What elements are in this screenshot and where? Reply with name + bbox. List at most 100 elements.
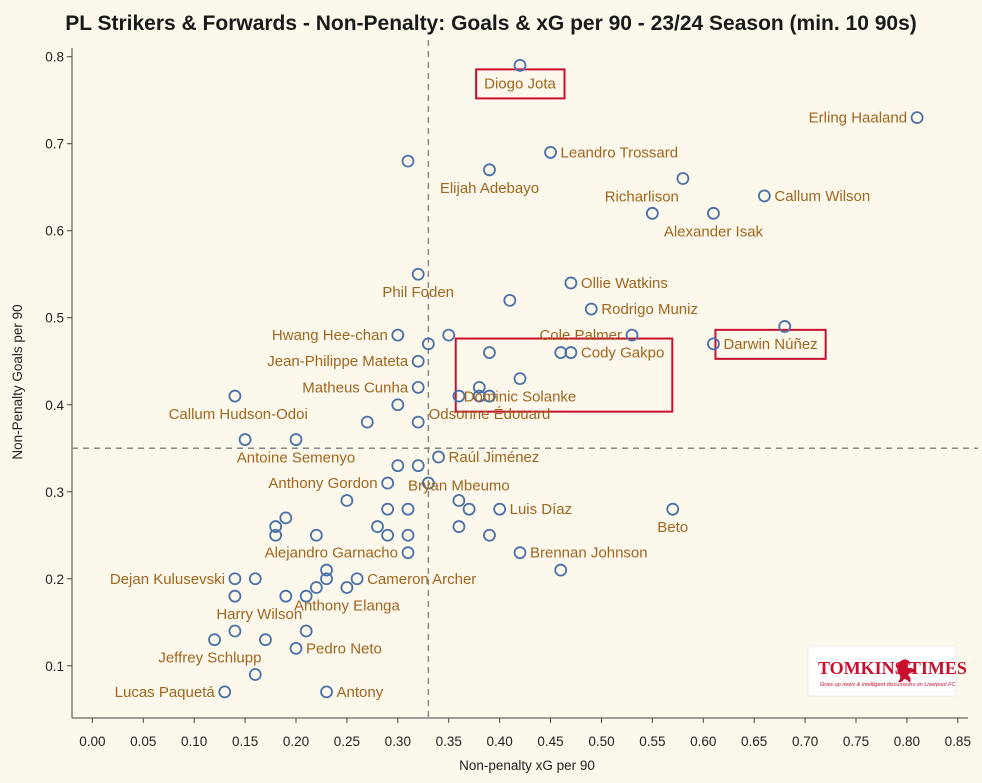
point-label: Jean-Philippe Mateta (267, 353, 409, 370)
data-point (218, 685, 232, 699)
x-tick-label: 0.20 (283, 734, 309, 749)
x-tick-label: 0.50 (588, 734, 614, 749)
y-tick-label: 0.7 (45, 137, 64, 152)
data-point (401, 546, 415, 560)
x-tick-label: 0.70 (792, 734, 818, 749)
x-tick-label: 0.45 (537, 734, 563, 749)
data-point (421, 476, 435, 490)
point-label: Jeffrey Schlupp (158, 650, 261, 667)
data-point (309, 528, 323, 542)
point-label: Brennan Johnson (530, 545, 648, 562)
data-point (381, 476, 395, 490)
y-tick-label: 0.5 (45, 311, 64, 326)
point-label: Dejan Kulusevski (110, 571, 225, 588)
data-point (778, 320, 792, 333)
x-tick-label: 0.80 (894, 734, 920, 749)
data-point (421, 337, 435, 351)
x-tick-label: 0.85 (945, 734, 971, 749)
data-point (513, 372, 527, 386)
x-tick-label: 0.25 (334, 734, 360, 749)
data-point (757, 189, 771, 203)
y-tick-label: 0.2 (45, 572, 64, 587)
data-point (401, 528, 415, 542)
point-label: Anthony Elanga (294, 597, 401, 614)
data-point (503, 293, 517, 307)
data-point (381, 528, 395, 542)
data-point (228, 589, 242, 603)
reference-lines (72, 40, 978, 718)
y-tick-label: 0.8 (45, 50, 64, 65)
data-point (320, 563, 333, 577)
data-point (401, 502, 415, 516)
point-label: Leandro Trossard (561, 144, 679, 161)
data-point (462, 502, 476, 516)
highlight-boxes (454, 68, 827, 413)
data-point (401, 154, 415, 168)
point-label: Dominic Solanke (464, 389, 577, 406)
point-labels: Diogo Jota Erling Haaland Leandro Trossard… (110, 75, 907, 700)
data-point (299, 589, 313, 603)
data-point (707, 206, 720, 220)
y-tick-label: 0.3 (45, 485, 64, 500)
x-tick-label: 0.30 (385, 734, 411, 749)
data-point (625, 328, 639, 342)
data-point (259, 633, 272, 647)
point-label: Antoine Semenyo (237, 450, 355, 467)
point-label: Harry Wilson (216, 606, 302, 623)
data-point (493, 502, 507, 516)
point-label: Hwang Hee-chan (272, 327, 388, 344)
x-tick-label: 0.05 (130, 734, 156, 749)
data-point (584, 302, 598, 316)
tomkins-times-logo: TOMKINS TIMES Grow up news & intelligent… (807, 645, 967, 697)
data-point (411, 267, 425, 281)
data-point (452, 520, 466, 533)
y-axis-ticks: 0.1 0.2 0.3 0.4 0.5 0.6 0.7 0.8 (45, 50, 72, 674)
highlight-box (454, 337, 674, 413)
data-point (483, 163, 496, 177)
logo-wordmark: TOMKINS TIMES (818, 658, 967, 678)
point-label: Diogo Jota (484, 75, 556, 92)
point-label: Erling Haaland (809, 110, 907, 127)
x-tick-label: 0.55 (639, 734, 665, 749)
data-point (228, 624, 242, 638)
data-point (269, 528, 283, 542)
point-label: Rodrigo Muniz (601, 301, 698, 318)
logo-background (807, 645, 957, 697)
logo-tagline: Grow up news & intelligent discussions o… (820, 682, 955, 688)
liverbird-icon (897, 659, 916, 683)
data-point (228, 389, 242, 403)
point-label: Darwin Núñez (723, 336, 817, 353)
point-label: Anthony Gordon (268, 475, 377, 492)
point-label: Luis Díaz (510, 501, 573, 518)
data-point (564, 346, 578, 359)
data-point (279, 511, 293, 525)
point-label: Phil Foden (382, 284, 454, 301)
x-tick-label: 0.75 (843, 734, 869, 749)
x-axis-title: Non-penalty xG per 90 (459, 758, 595, 773)
data-point (269, 520, 283, 533)
data-point (666, 502, 680, 516)
x-axis-ticks: 0.00 0.05 0.10 0.15 0.20 0.25 0.30 0.35 0.40 0.45… (79, 718, 971, 749)
data-point (350, 572, 364, 586)
data-point (483, 528, 496, 542)
data-points (208, 59, 924, 699)
x-tick-label: 0.65 (741, 734, 767, 749)
chart-title: PL Strikers & Forwards - Non-Penalty: Go… (65, 12, 917, 35)
y-axis-title: Non-Penalty Goals per 90 (10, 304, 25, 459)
point-label: Alejandro Garnacho (265, 545, 398, 562)
data-point (248, 572, 262, 586)
data-point (513, 59, 527, 72)
data-point (208, 633, 221, 647)
point-label: Callum Hudson-Odoi (169, 406, 308, 423)
data-point (432, 450, 445, 464)
x-tick-label: 0.60 (690, 734, 716, 749)
data-point (472, 380, 486, 394)
point-label: Raúl Jiménez (449, 449, 540, 466)
point-label: Matheus Cunha (302, 379, 409, 396)
data-point (299, 624, 313, 638)
point-label: Lucas Paquetá (115, 684, 216, 701)
data-point (391, 459, 405, 473)
point-label: Odsonne Édouard (429, 406, 551, 423)
y-tick-label: 0.1 (45, 659, 64, 674)
